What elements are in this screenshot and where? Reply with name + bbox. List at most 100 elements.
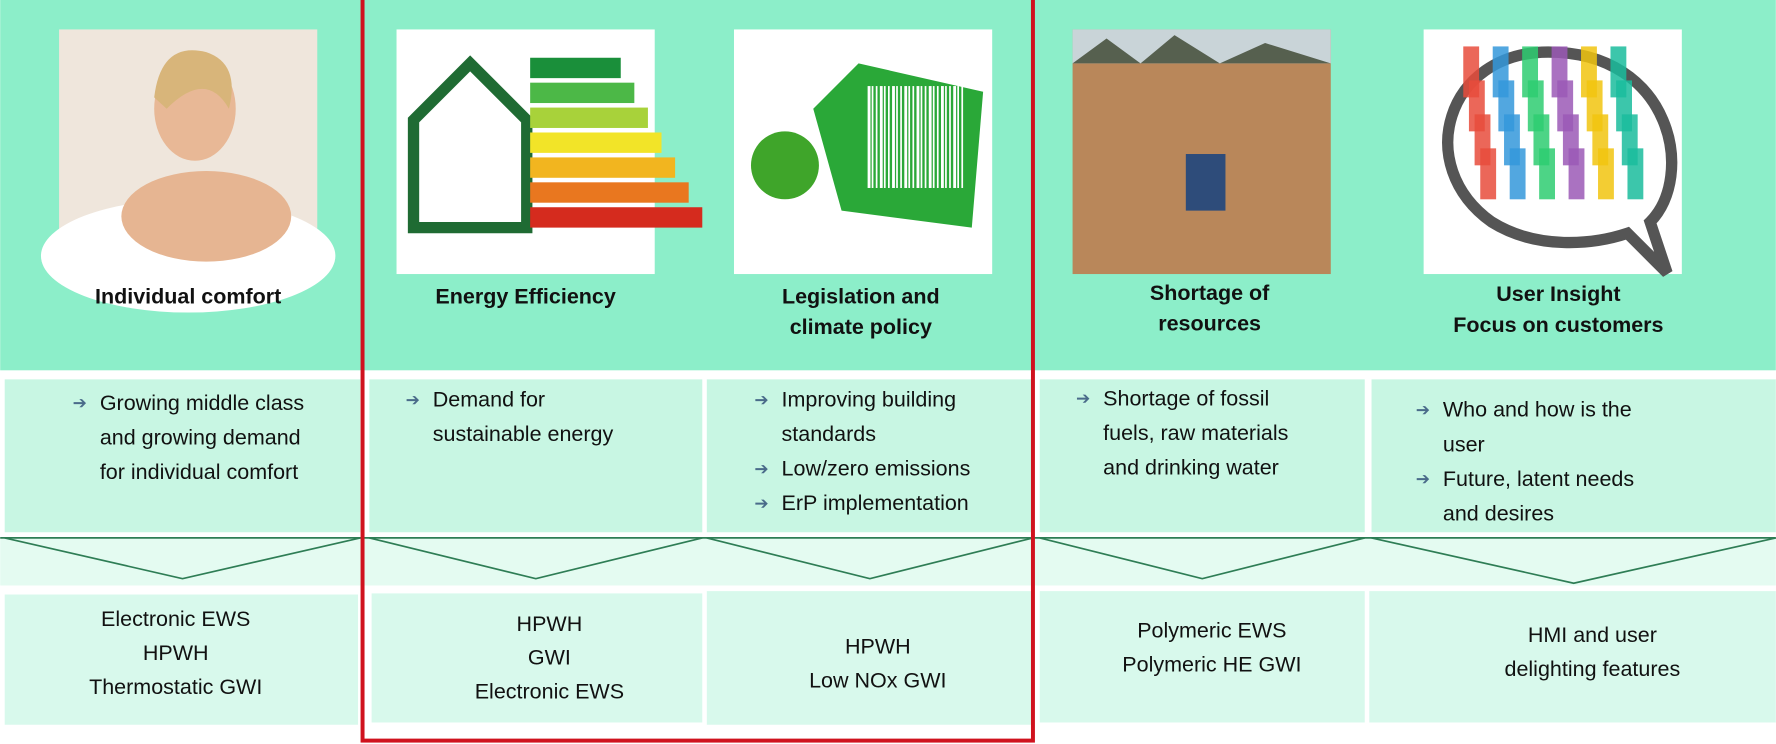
bullet-text: fuels, raw materials	[1103, 421, 1288, 445]
bullet-arrow: ➔	[754, 494, 768, 513]
shoulders	[121, 170, 292, 262]
chevron	[369, 537, 703, 580]
barcode	[867, 86, 871, 188]
bullet-box	[4, 379, 361, 533]
outcome: HPWH	[845, 634, 911, 658]
outcome: delighting features	[1505, 657, 1681, 681]
barcode	[945, 86, 947, 188]
bullet-text: Who and how is the	[1443, 398, 1632, 422]
outcome: HMI and user	[1528, 623, 1657, 647]
label-bar	[530, 132, 662, 153]
barcode	[928, 86, 932, 188]
bullet-text: and desires	[1443, 501, 1554, 525]
column-title: Shortage of	[1150, 281, 1270, 305]
person	[1185, 154, 1226, 211]
chevron	[1039, 537, 1365, 580]
bullet-text: and growing demand	[100, 426, 301, 450]
hair	[154, 50, 232, 109]
bullet-box	[1371, 379, 1776, 533]
barcode	[892, 86, 895, 188]
barcode	[879, 86, 883, 188]
crowd	[1539, 148, 1555, 200]
leaves	[750, 131, 819, 200]
outcome-box	[1369, 591, 1776, 723]
bullet-text: ErP implementation	[782, 491, 969, 515]
bullet-box	[369, 379, 703, 533]
bullet-text: standards	[782, 422, 876, 446]
outcome: Thermostatic GWI	[89, 675, 262, 699]
crowd	[1598, 148, 1614, 200]
barcode	[953, 86, 957, 188]
chevron	[4, 537, 361, 580]
column-title: Legislation and	[782, 285, 940, 309]
barcode	[896, 86, 898, 188]
outcome: Electronic EWS	[101, 607, 250, 631]
house	[407, 55, 533, 234]
label-bar	[530, 57, 621, 79]
bullet-text: Future, latent needs	[1443, 467, 1634, 491]
crowd	[1568, 148, 1585, 200]
bullet-text: sustainable energy	[433, 422, 614, 446]
barcode	[883, 86, 886, 188]
label-bar	[530, 182, 689, 203]
outcome: HPWH	[143, 641, 209, 665]
crowd	[1509, 148, 1526, 200]
highlight-frame	[360, 0, 1035, 743]
bullet-text: user	[1443, 432, 1485, 456]
label-bar	[530, 82, 635, 104]
bullet-text: Shortage of fossil	[1103, 386, 1269, 410]
barcode	[871, 86, 874, 188]
photo	[1072, 29, 1331, 275]
chevron-band	[0, 537, 1776, 586]
outcome-box	[1039, 591, 1365, 723]
image	[1423, 29, 1682, 277]
outcome: HPWH	[517, 612, 583, 636]
barcode	[908, 86, 911, 188]
bullet-text: and drinking water	[1103, 456, 1279, 480]
bullet-text: Growing middle class	[100, 391, 304, 415]
outcome-box	[371, 593, 703, 723]
bullet-text: Low/zero emissions	[782, 457, 971, 481]
outcome: Polymeric EWS	[1137, 619, 1286, 643]
column-title: Energy Efficiency	[435, 285, 615, 309]
bullet-arrow: ➔	[73, 394, 87, 413]
label-bar	[530, 107, 648, 128]
barcode	[949, 86, 951, 188]
barcode	[957, 86, 960, 188]
barcode	[888, 86, 890, 188]
outcome-box	[4, 594, 359, 725]
bullet-arrow: ➔	[754, 459, 768, 478]
bullet-box	[706, 379, 1033, 533]
hills	[1072, 35, 1331, 64]
image	[40, 29, 336, 313]
outcome: Low NOx GWI	[809, 668, 946, 692]
bullet-arrow: ➔	[1076, 389, 1090, 408]
label-bar	[530, 207, 703, 228]
crowd	[1480, 148, 1497, 200]
barcode	[916, 86, 920, 188]
barcode	[924, 86, 927, 188]
barcode	[920, 86, 923, 188]
bullet-text: Demand for	[433, 388, 545, 412]
image	[396, 29, 703, 275]
barcode	[904, 86, 908, 188]
barcode	[936, 86, 939, 188]
column-title: User Insight	[1496, 282, 1620, 306]
barcode	[940, 86, 944, 188]
barcode	[900, 86, 902, 188]
chevron	[706, 537, 1034, 580]
barcode	[875, 86, 878, 188]
label-bar	[530, 157, 676, 178]
chevron	[1371, 537, 1776, 585]
bullet-arrow: ➔	[1416, 470, 1430, 489]
bullet-arrow: ➔	[754, 390, 768, 409]
bubble	[1442, 46, 1678, 277]
crowd	[1627, 148, 1644, 200]
column-title: Individual comfort	[95, 285, 281, 309]
column-title: Focus on customers	[1453, 313, 1663, 337]
bullet-box	[1039, 379, 1365, 533]
column-title: climate policy	[790, 315, 932, 339]
outcome: Electronic EWS	[475, 680, 624, 704]
